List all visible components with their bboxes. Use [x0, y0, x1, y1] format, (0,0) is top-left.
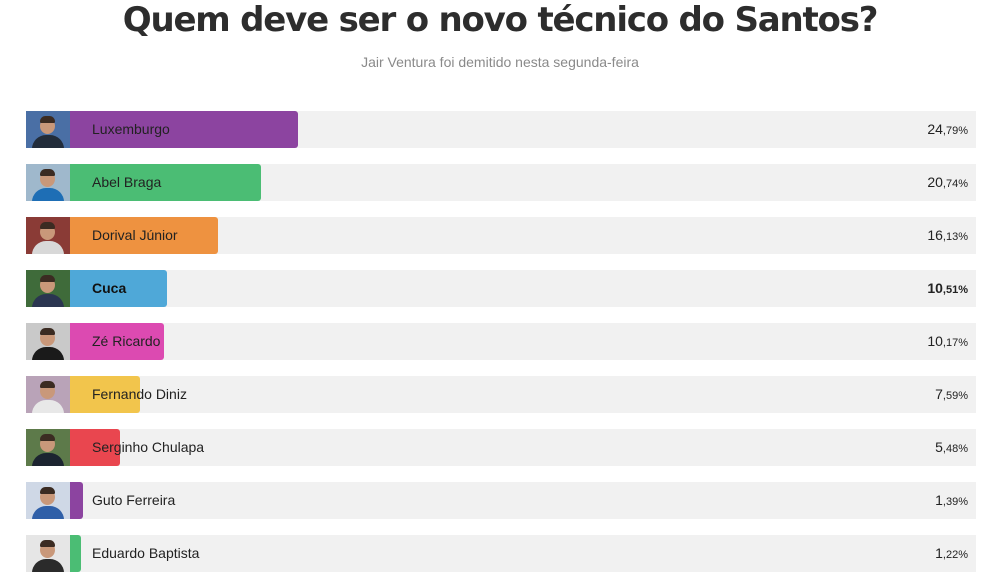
vote-percentage: 7,59% — [935, 376, 968, 415]
percentage-decimal: ,13% — [942, 231, 968, 243]
candidate-name: Serginho Chulapa — [92, 439, 205, 455]
vote-percentage: 5,48% — [935, 429, 968, 468]
candidate-photo — [26, 164, 70, 201]
candidate-name: Dorival Júnior — [92, 227, 178, 243]
candidate-photo — [26, 482, 70, 519]
vote-bar — [70, 111, 299, 148]
candidate-name: Zé Ricardo — [92, 333, 161, 349]
vote-bar — [70, 323, 164, 360]
candidate-photo — [26, 323, 70, 360]
percentage-decimal: ,22% — [942, 549, 968, 561]
candidate-name: Eduardo Baptista — [92, 545, 200, 561]
vote-bar — [70, 217, 219, 254]
percentage-integer: 10 — [927, 333, 943, 349]
vote-percentage: 10,51% — [927, 270, 968, 309]
candidate-photo — [26, 111, 70, 148]
percentage-integer: 1 — [935, 545, 943, 561]
percentage-decimal: ,59% — [942, 390, 968, 402]
poll-option[interactable]: Cuca 10,51% — [26, 270, 976, 307]
page-subtitle: Jair Ventura foi demitido nesta segunda-… — [361, 54, 639, 70]
candidate-name: Fernando Diniz — [92, 386, 187, 402]
candidate-name: Guto Ferreira — [92, 492, 176, 508]
candidate-name: Luxemburgo — [92, 121, 170, 137]
poll-option[interactable]: Serginho Chulapa 5,48% — [26, 429, 976, 466]
vote-percentage: 24,79% — [927, 111, 968, 150]
candidate-photo — [26, 535, 70, 572]
vote-percentage: 16,13% — [927, 217, 968, 256]
percentage-decimal: ,51% — [942, 284, 968, 296]
candidate-photo — [26, 270, 70, 307]
vote-bar — [70, 482, 83, 519]
vote-percentage: 1,22% — [935, 535, 968, 574]
vote-bar — [70, 270, 167, 307]
page-title: Quem deve ser o novo técnico do Santos? — [122, 0, 879, 40]
percentage-decimal: ,79% — [942, 125, 968, 137]
candidate-photo — [26, 429, 70, 466]
candidate-name: Cuca — [92, 280, 127, 296]
percentage-integer: 7 — [935, 386, 943, 402]
poll-results: Luxemburgo 24,79% Abel Braga 20,74% Dorival … — [26, 111, 976, 588]
candidate-photo — [26, 376, 70, 413]
percentage-decimal: ,17% — [942, 337, 968, 349]
percentage-integer: 5 — [935, 439, 943, 455]
percentage-integer: 16 — [927, 227, 943, 243]
poll-option[interactable]: Guto Ferreira 1,39% — [26, 482, 976, 519]
vote-bar — [70, 376, 140, 413]
candidate-photo — [26, 217, 70, 254]
poll-option[interactable]: Zé Ricardo 10,17% — [26, 323, 976, 360]
vote-bar — [70, 429, 121, 466]
percentage-decimal: ,39% — [942, 496, 968, 508]
vote-bar — [70, 164, 261, 201]
vote-percentage: 1,39% — [935, 482, 968, 521]
percentage-decimal: ,48% — [942, 443, 968, 455]
percentage-integer: 10 — [927, 280, 943, 296]
poll-option[interactable]: Dorival Júnior 16,13% — [26, 217, 976, 254]
poll-option[interactable]: Eduardo Baptista 1,22% — [26, 535, 976, 572]
percentage-integer: 20 — [927, 174, 943, 190]
poll-option[interactable]: Abel Braga 20,74% — [26, 164, 976, 201]
vote-bar — [70, 535, 82, 572]
poll-option[interactable]: Fernando Diniz 7,59% — [26, 376, 976, 413]
vote-percentage: 20,74% — [927, 164, 968, 203]
percentage-integer: 24 — [927, 121, 943, 137]
poll-option[interactable]: Luxemburgo 24,79% — [26, 111, 976, 148]
vote-percentage: 10,17% — [927, 323, 968, 362]
percentage-decimal: ,74% — [942, 178, 968, 190]
percentage-integer: 1 — [935, 492, 943, 508]
candidate-name: Abel Braga — [92, 174, 162, 190]
